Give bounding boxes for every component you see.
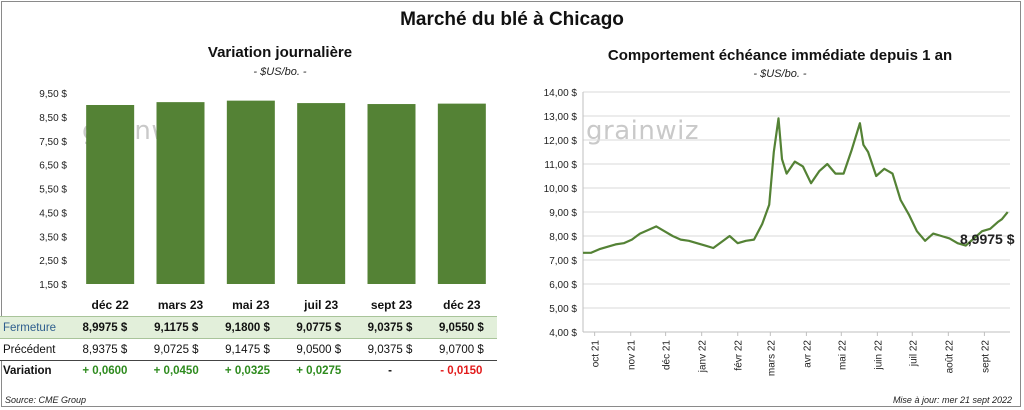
x-tick-label: févr 22 xyxy=(734,340,745,371)
row-label: Fermeture xyxy=(0,316,70,339)
y-tick-label: 4,50 $ xyxy=(39,208,67,219)
y-tick-label: 8,50 $ xyxy=(39,113,67,124)
table-cell: 8,9375 $ xyxy=(69,338,141,361)
table-row-variation: Variation + 0,0600 + 0,0450 + 0,0325 + 0… xyxy=(0,360,497,381)
update-note: Mise à jour: mer 21 sept 2022 xyxy=(892,395,1012,405)
table-row-fermeture: Fermeture 8,9975 $ 9,1175 $ 9,1800 $ 9,0… xyxy=(0,316,497,339)
y-tick-label: 5,50 $ xyxy=(39,185,67,196)
table-cell: 9,0775 $ xyxy=(283,316,355,339)
table-row-precedent: Précédent 8,9375 $ 9,0725 $ 9,1475 $ 9,0… xyxy=(0,338,497,361)
table-cell: 9,0725 $ xyxy=(140,338,212,361)
x-tick-label: août 22 xyxy=(944,340,955,374)
source-note: Source: CME Group xyxy=(5,395,87,405)
y-tick-label: 9,00 $ xyxy=(549,208,577,219)
x-tick-label: avr 22 xyxy=(802,340,813,368)
row-label: Précédent xyxy=(0,338,70,361)
variation-cell: + 0,0600 xyxy=(69,360,141,381)
table-cell: 9,1175 $ xyxy=(140,316,212,339)
x-tick-label: janv 22 xyxy=(698,340,709,374)
left-panel-subtitle: - $US/bo. - xyxy=(253,66,307,78)
table-cell: 9,0700 $ xyxy=(425,338,497,361)
bar xyxy=(226,100,275,284)
last-value-label: 8,9975 $ xyxy=(960,231,1015,247)
x-category-label: sept 23 xyxy=(371,298,413,312)
x-category-label: juil 23 xyxy=(303,298,338,312)
line-chart: 4,00 $ 5,00 $ 6,00 $ 7,00 $ 8,00 $ 9,00 $ 10,0… xyxy=(544,88,1015,377)
y-tick-label: 4,00 $ xyxy=(549,328,577,339)
series-line xyxy=(583,117,1009,254)
table-cell: 9,1475 $ xyxy=(211,338,284,361)
y-tick-label: 5,00 $ xyxy=(549,304,577,315)
y-tick-label: 6,00 $ xyxy=(549,280,577,291)
table-cell: 8,9975 $ xyxy=(69,316,141,339)
y-tick-label: 2,50 $ xyxy=(39,256,67,267)
right-panel-subtitle: - $US/bo. - xyxy=(753,68,807,80)
x-tick-label: sept 22 xyxy=(980,340,991,373)
x-category-label: déc 22 xyxy=(91,298,129,312)
x-tick-label: nov 21 xyxy=(627,340,638,370)
variation-cell: + 0,0325 xyxy=(211,360,284,381)
y-tick-label: 11,00 $ xyxy=(544,160,577,171)
bar xyxy=(367,104,416,284)
x-tick-label: mars 22 xyxy=(766,340,777,377)
y-tick-label: 1,50 $ xyxy=(39,280,67,291)
x-category-label: mai 23 xyxy=(232,298,270,312)
y-tick-label: 10,00 $ xyxy=(544,184,578,195)
table-cell: 9,0375 $ xyxy=(354,316,426,339)
variation-cell: + 0,0450 xyxy=(140,360,212,381)
table-cell: 9,1800 $ xyxy=(211,316,284,339)
y-tick-label: 9,50 $ xyxy=(39,89,67,100)
right-panel-title: Comportement échéance immédiate depuis 1… xyxy=(607,47,953,64)
table-cell: 9,0375 $ xyxy=(354,338,426,361)
y-tick-label: 3,50 $ xyxy=(39,232,67,243)
row-label: Variation xyxy=(0,360,70,381)
table-cell: 9,0550 $ xyxy=(425,316,497,339)
x-tick-label: déc 21 xyxy=(662,340,673,370)
y-tick-label: 7,00 $ xyxy=(549,256,577,267)
x-tick-label: juil 22 xyxy=(908,340,919,368)
main-title: Marché du blé à Chicago xyxy=(400,9,624,30)
right-watermark: grainwiz xyxy=(586,116,699,146)
x-tick-label: oct 21 xyxy=(591,340,602,368)
bar-chart: 1,50 $ 2,50 $ 3,50 $ 4,50 $ 5,50 $ 6,50 $ 7,50… xyxy=(39,89,486,312)
x-category-label: déc 23 xyxy=(443,298,481,312)
y-tick-label: 7,50 $ xyxy=(39,137,67,148)
x-category-label: mars 23 xyxy=(158,298,204,312)
variation-cell: - xyxy=(354,360,426,381)
y-tick-label: 6,50 $ xyxy=(39,161,67,172)
table-cell: 9,0500 $ xyxy=(283,338,355,361)
bar xyxy=(86,104,135,284)
x-tick-label: juin 22 xyxy=(873,340,884,371)
x-tick-label: mai 22 xyxy=(837,340,848,370)
y-tick-label: 12,00 $ xyxy=(544,136,578,147)
variation-cell: + 0,0275 xyxy=(283,360,355,381)
price-table: Fermeture 8,9975 $ 9,1175 $ 9,1800 $ 9,0… xyxy=(0,316,497,381)
bar xyxy=(297,103,346,284)
bar xyxy=(437,103,486,284)
y-tick-label: 13,00 $ xyxy=(544,112,578,123)
left-panel-title: Variation journalière xyxy=(207,44,353,61)
bar xyxy=(156,102,205,284)
y-tick-label: 8,00 $ xyxy=(549,232,577,243)
variation-cell: - 0,0150 xyxy=(425,360,497,381)
y-tick-label: 14,00 $ xyxy=(544,88,578,99)
